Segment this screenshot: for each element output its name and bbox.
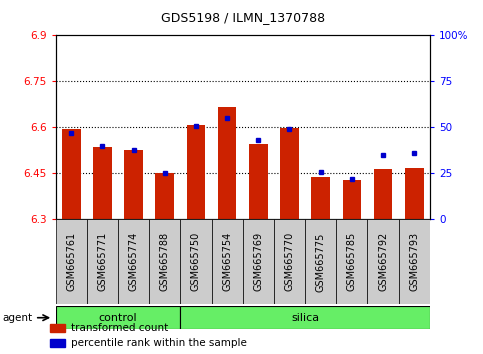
Bar bbox=[242, 219, 274, 304]
Text: GSM665771: GSM665771 bbox=[98, 232, 107, 291]
Text: GSM665754: GSM665754 bbox=[222, 232, 232, 291]
Bar bbox=[336, 219, 368, 304]
Text: GSM665775: GSM665775 bbox=[316, 232, 326, 292]
Bar bbox=[342, 179, 361, 219]
Text: GSM665774: GSM665774 bbox=[128, 232, 139, 291]
Bar bbox=[62, 129, 81, 219]
Bar bbox=[50, 339, 65, 347]
Text: GSM665792: GSM665792 bbox=[378, 232, 388, 291]
Bar bbox=[156, 173, 174, 219]
Text: GSM665761: GSM665761 bbox=[66, 232, 76, 291]
Bar bbox=[118, 219, 149, 304]
Bar bbox=[56, 306, 180, 329]
Bar bbox=[180, 306, 430, 329]
Bar bbox=[93, 147, 112, 219]
Text: GSM665788: GSM665788 bbox=[160, 232, 170, 291]
Bar bbox=[280, 128, 299, 219]
Text: transformed count: transformed count bbox=[71, 323, 168, 333]
Text: percentile rank within the sample: percentile rank within the sample bbox=[71, 338, 247, 348]
Bar bbox=[274, 219, 305, 304]
Bar bbox=[249, 144, 268, 219]
Bar bbox=[50, 324, 65, 332]
Bar bbox=[56, 219, 87, 304]
Text: GSM665793: GSM665793 bbox=[409, 232, 419, 291]
Text: agent: agent bbox=[2, 313, 32, 323]
Bar bbox=[124, 150, 143, 219]
Bar bbox=[374, 169, 392, 219]
Text: GDS5198 / ILMN_1370788: GDS5198 / ILMN_1370788 bbox=[161, 11, 325, 24]
Bar bbox=[368, 219, 398, 304]
Bar bbox=[149, 219, 180, 304]
Text: GSM665769: GSM665769 bbox=[253, 232, 263, 291]
Bar bbox=[218, 107, 237, 219]
Bar bbox=[212, 219, 242, 304]
Bar bbox=[305, 219, 336, 304]
Bar bbox=[180, 219, 212, 304]
Bar bbox=[186, 125, 205, 219]
Text: silica: silica bbox=[291, 313, 319, 323]
Text: GSM665785: GSM665785 bbox=[347, 232, 357, 291]
Bar bbox=[312, 177, 330, 219]
Bar bbox=[87, 219, 118, 304]
Bar bbox=[398, 219, 430, 304]
Text: control: control bbox=[99, 313, 137, 323]
Bar bbox=[405, 168, 424, 219]
Text: GSM665750: GSM665750 bbox=[191, 232, 201, 291]
Text: GSM665770: GSM665770 bbox=[284, 232, 295, 291]
